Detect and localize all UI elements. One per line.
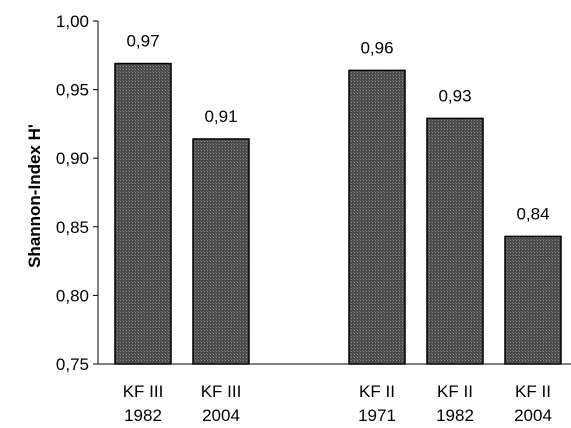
category-label-line1: KF III — [123, 382, 164, 401]
y-tick-label: 0,85 — [56, 218, 89, 237]
category-label-line1: KF III — [201, 382, 242, 401]
bar — [192, 138, 250, 365]
bar — [348, 69, 406, 365]
data-label: 0,91 — [204, 107, 237, 126]
category-label-line2: 2004 — [202, 406, 240, 425]
y-axis-label: Shannon-Index H' — [25, 124, 44, 268]
category-label-line2: 1971 — [358, 406, 396, 425]
data-label: 0,93 — [438, 86, 471, 105]
category-label-line2: 1982 — [436, 406, 474, 425]
bar — [114, 62, 172, 365]
category-label-line2: 2004 — [514, 406, 552, 425]
data-label: 0,96 — [360, 38, 393, 57]
data-label: 0,97 — [126, 32, 159, 51]
bar — [504, 235, 562, 365]
y-tick-label: 0,95 — [56, 81, 89, 100]
category-label-line1: KF II — [359, 382, 395, 401]
bar — [426, 117, 484, 365]
category-label-line1: KF II — [437, 382, 473, 401]
y-tick-label: 0,90 — [56, 149, 89, 168]
y-tick-label: 0,80 — [56, 286, 89, 305]
y-tick-label: 0,75 — [56, 355, 89, 374]
data-label: 0,84 — [516, 204, 549, 223]
category-label-line1: KF II — [515, 382, 551, 401]
category-label-line2: 1982 — [124, 406, 162, 425]
y-tick-label: 1,00 — [56, 12, 89, 31]
